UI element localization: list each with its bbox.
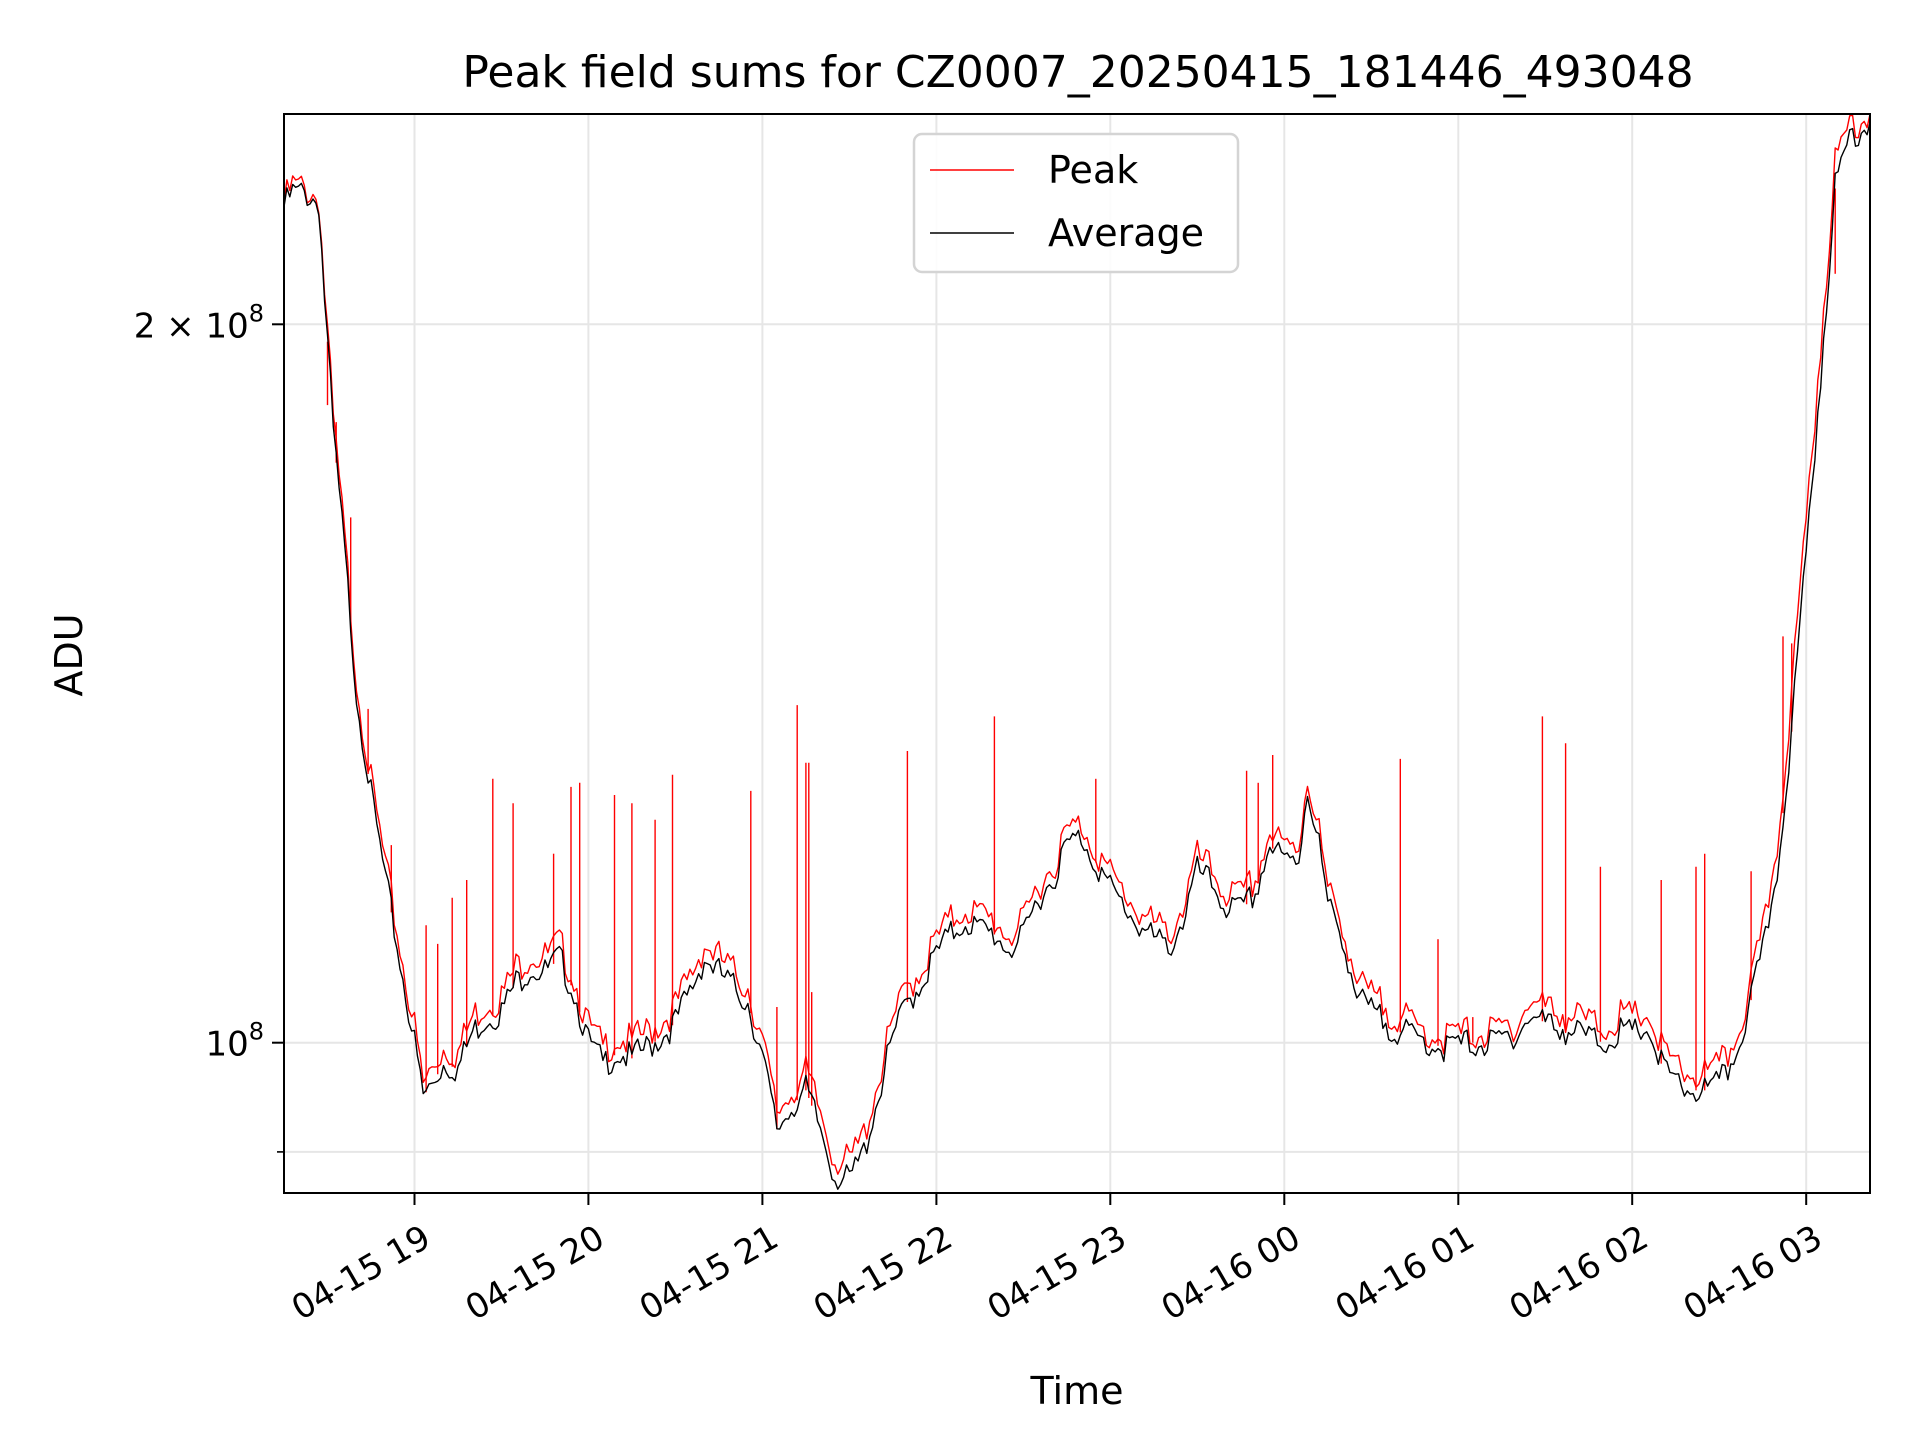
- legend-box: [912, 132, 1240, 274]
- series-average-line: [283, 122, 1871, 1190]
- series-peak-line: [283, 113, 1871, 1175]
- y-axis: 108 2 × 108: [134, 299, 284, 1153]
- y-tick-label: 108: [205, 1018, 264, 1065]
- y-tick-label: 2 × 108: [134, 299, 264, 346]
- legend-label-peak: Peak: [1048, 148, 1138, 192]
- legend-label-average: Average: [1048, 211, 1204, 255]
- x-axis-label: Time: [1030, 1369, 1124, 1413]
- legend: Peak Average: [912, 132, 1240, 274]
- data-layer: [283, 113, 1871, 1190]
- chart-title: Peak field sums for CZ0007_20250415_1814…: [462, 47, 1693, 98]
- y-axis-label: ADU: [47, 613, 91, 696]
- series-average: [283, 122, 1871, 1190]
- grid-lines: [284, 114, 1870, 1193]
- series-peak: [283, 113, 1871, 1175]
- plot-frame: [283, 113, 1871, 1194]
